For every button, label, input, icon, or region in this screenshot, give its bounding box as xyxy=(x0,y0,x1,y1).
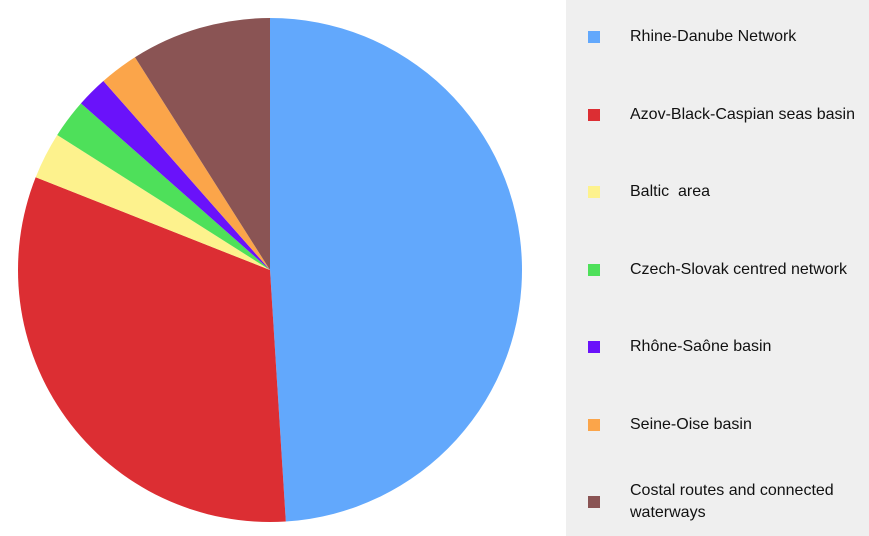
pie-slice xyxy=(57,103,270,270)
legend-label: Costal routes and connected waterways xyxy=(630,482,839,521)
legend-item: Rhône-Saône basin xyxy=(588,336,858,358)
legend-item: Rhine-Danube Network xyxy=(588,26,858,48)
legend: Rhine-Danube Network Azov-Black-Caspian s… xyxy=(566,0,869,536)
legend-swatch xyxy=(588,186,600,198)
legend-swatch xyxy=(588,108,600,121)
pie-slice xyxy=(134,18,270,270)
legend-swatch xyxy=(588,496,600,508)
pie-slice xyxy=(80,80,270,270)
pie-slice xyxy=(103,57,270,270)
pie-area xyxy=(17,18,523,523)
legend-swatch xyxy=(588,263,600,276)
legend-label: Rhine-Danube Network xyxy=(630,28,797,45)
legend-item: Costal routes and connected waterways xyxy=(588,480,858,524)
pie-slice xyxy=(35,134,271,270)
legend-swatch xyxy=(588,341,600,353)
pie-slice xyxy=(17,177,286,523)
pie-slice xyxy=(270,18,523,522)
legend-item: Azov-Black-Caspian seas basin xyxy=(588,104,858,126)
legend-swatch xyxy=(588,418,600,431)
legend-label: Azov-Black-Caspian seas basin xyxy=(630,105,855,123)
legend-label: Seine-Oise basin xyxy=(630,415,752,433)
legend-label: Baltic area xyxy=(630,183,711,200)
legend-item: Baltic area xyxy=(588,181,858,203)
legend-label: Rhône-Saône basin xyxy=(630,338,772,355)
legend-item: Czech-Slovak centred network xyxy=(588,259,858,281)
legend-swatch xyxy=(588,31,600,43)
legend-label: Czech-Slovak centred network xyxy=(630,260,847,278)
legend-item: Seine-Oise basin xyxy=(588,414,858,436)
